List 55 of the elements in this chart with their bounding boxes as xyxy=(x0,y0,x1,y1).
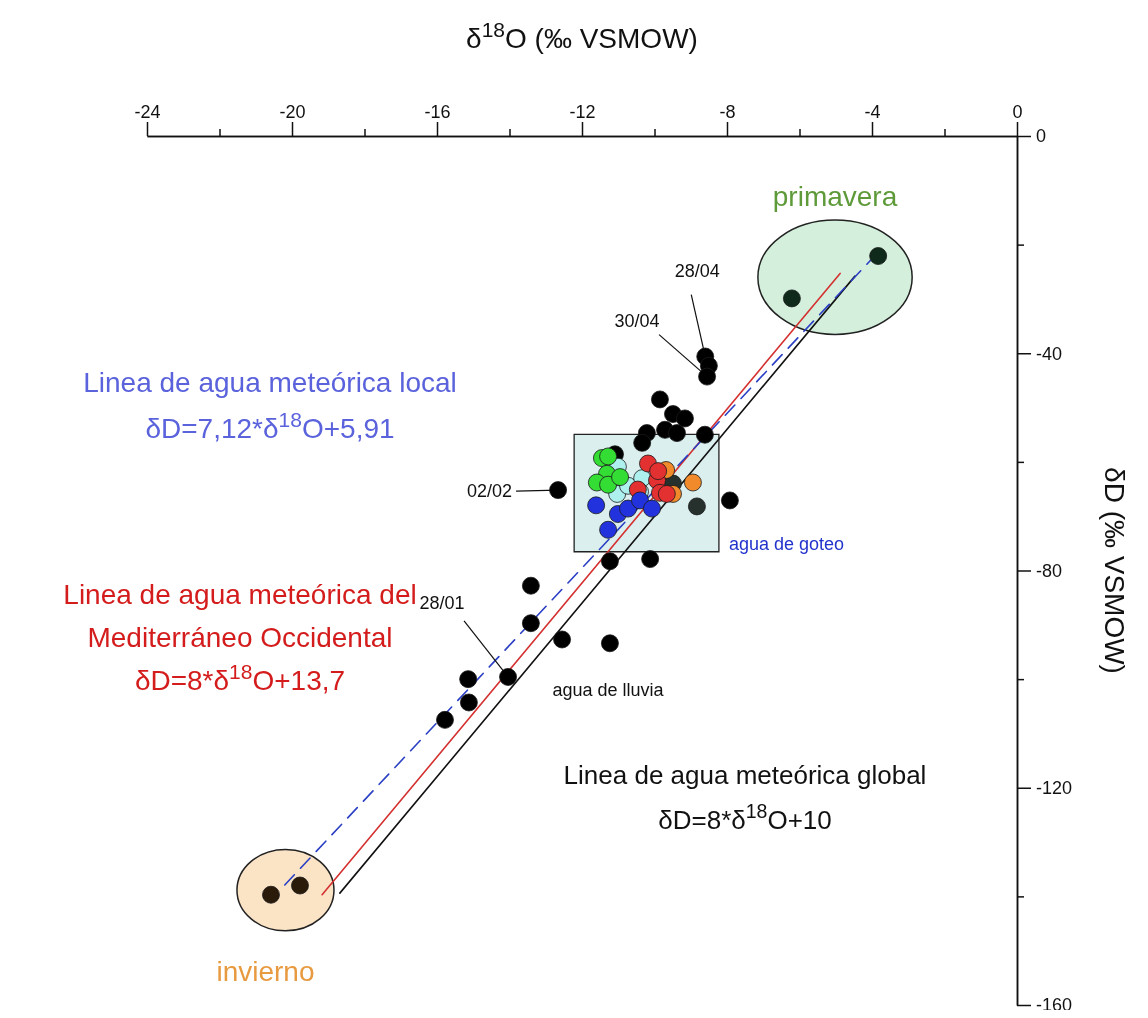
point xyxy=(721,491,739,510)
point xyxy=(633,433,652,452)
point xyxy=(521,576,540,595)
point xyxy=(436,710,454,729)
point xyxy=(643,499,661,518)
point xyxy=(601,552,619,571)
annotation: agua de lluvia xyxy=(552,680,665,700)
annotation: primavera xyxy=(772,181,898,213)
annotation: agua de goteo xyxy=(728,533,845,554)
point xyxy=(553,630,571,649)
point xyxy=(684,473,702,492)
annotation: invierno xyxy=(216,955,315,987)
point xyxy=(599,520,617,539)
annotation: 02/02 xyxy=(467,481,513,502)
point xyxy=(459,670,478,689)
x-tick-label: -24 xyxy=(134,102,161,122)
point xyxy=(499,668,517,686)
annotation: 28/01 xyxy=(419,592,465,613)
annotation: Linea de agua meteórica global δD=8*δ$^{18}$O+10 xyxy=(563,760,927,835)
point xyxy=(668,424,686,442)
x-tick-label: -4 xyxy=(864,102,881,122)
point xyxy=(262,885,280,904)
x-tick-label: -16 xyxy=(424,102,451,122)
point xyxy=(521,614,540,633)
point xyxy=(688,497,706,516)
y-tick-label: -80 xyxy=(1036,560,1063,581)
point xyxy=(649,462,668,481)
x-tick-label: -20 xyxy=(279,102,306,122)
point xyxy=(695,425,714,444)
point xyxy=(676,409,694,428)
x-tick-label: 0 xyxy=(1012,102,1023,122)
point xyxy=(549,481,567,500)
annotation: 30/04 xyxy=(614,310,660,331)
y-tick-label: -40 xyxy=(1036,343,1063,364)
point xyxy=(657,485,676,503)
x-axis-title: δ$^{18}$O (‰ VSMOW) xyxy=(466,17,698,54)
y-tick-label: -120 xyxy=(1036,778,1073,799)
point xyxy=(782,289,801,308)
point xyxy=(698,367,716,386)
annotation: Linea de agua meteórica del Mediterráneo Occidental δD=8*δ$^{18}$O+13,7 xyxy=(63,579,417,696)
point xyxy=(641,550,660,568)
y-axis-title: δD (‰ VSMOW) xyxy=(1099,467,1130,674)
y-tick-label: 0 xyxy=(1036,126,1047,147)
annotation: 28/04 xyxy=(674,260,720,281)
point xyxy=(291,876,309,895)
x-tick-label: -12 xyxy=(569,102,596,122)
point xyxy=(587,496,606,515)
point xyxy=(869,247,888,265)
point xyxy=(460,693,478,712)
x-tick-label: -8 xyxy=(719,102,736,122)
point xyxy=(651,390,669,409)
point xyxy=(599,447,617,466)
point xyxy=(601,634,619,653)
point xyxy=(611,468,629,486)
annotation: Linea de agua meteórica local δD=7,12*δ$^{18}$O+5,91 xyxy=(83,367,457,444)
